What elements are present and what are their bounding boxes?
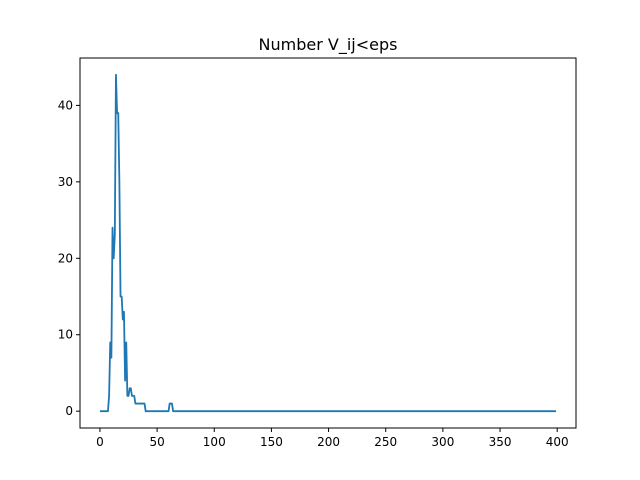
x-tick-label: 200 (317, 435, 340, 449)
x-tick-label: 0 (96, 435, 104, 449)
plot-frame (79, 57, 577, 429)
x-tick-label: 250 (374, 435, 397, 449)
y-tick-label: 20 (58, 251, 73, 265)
y-tick-label: 0 (65, 404, 73, 418)
y-tick-label: 30 (58, 175, 73, 189)
x-tick-label: 150 (260, 435, 283, 449)
x-tick-label: 300 (431, 435, 454, 449)
x-tick-label: 400 (546, 435, 569, 449)
x-tick-label: 350 (489, 435, 512, 449)
x-tick-label: 50 (149, 435, 164, 449)
y-tick-label: 10 (58, 328, 73, 342)
series-line-1 (99, 73, 557, 413)
chart-title: Number V_ij<eps (259, 35, 398, 55)
x-tick-label: 100 (203, 435, 226, 449)
y-tick-label: 40 (58, 98, 73, 112)
